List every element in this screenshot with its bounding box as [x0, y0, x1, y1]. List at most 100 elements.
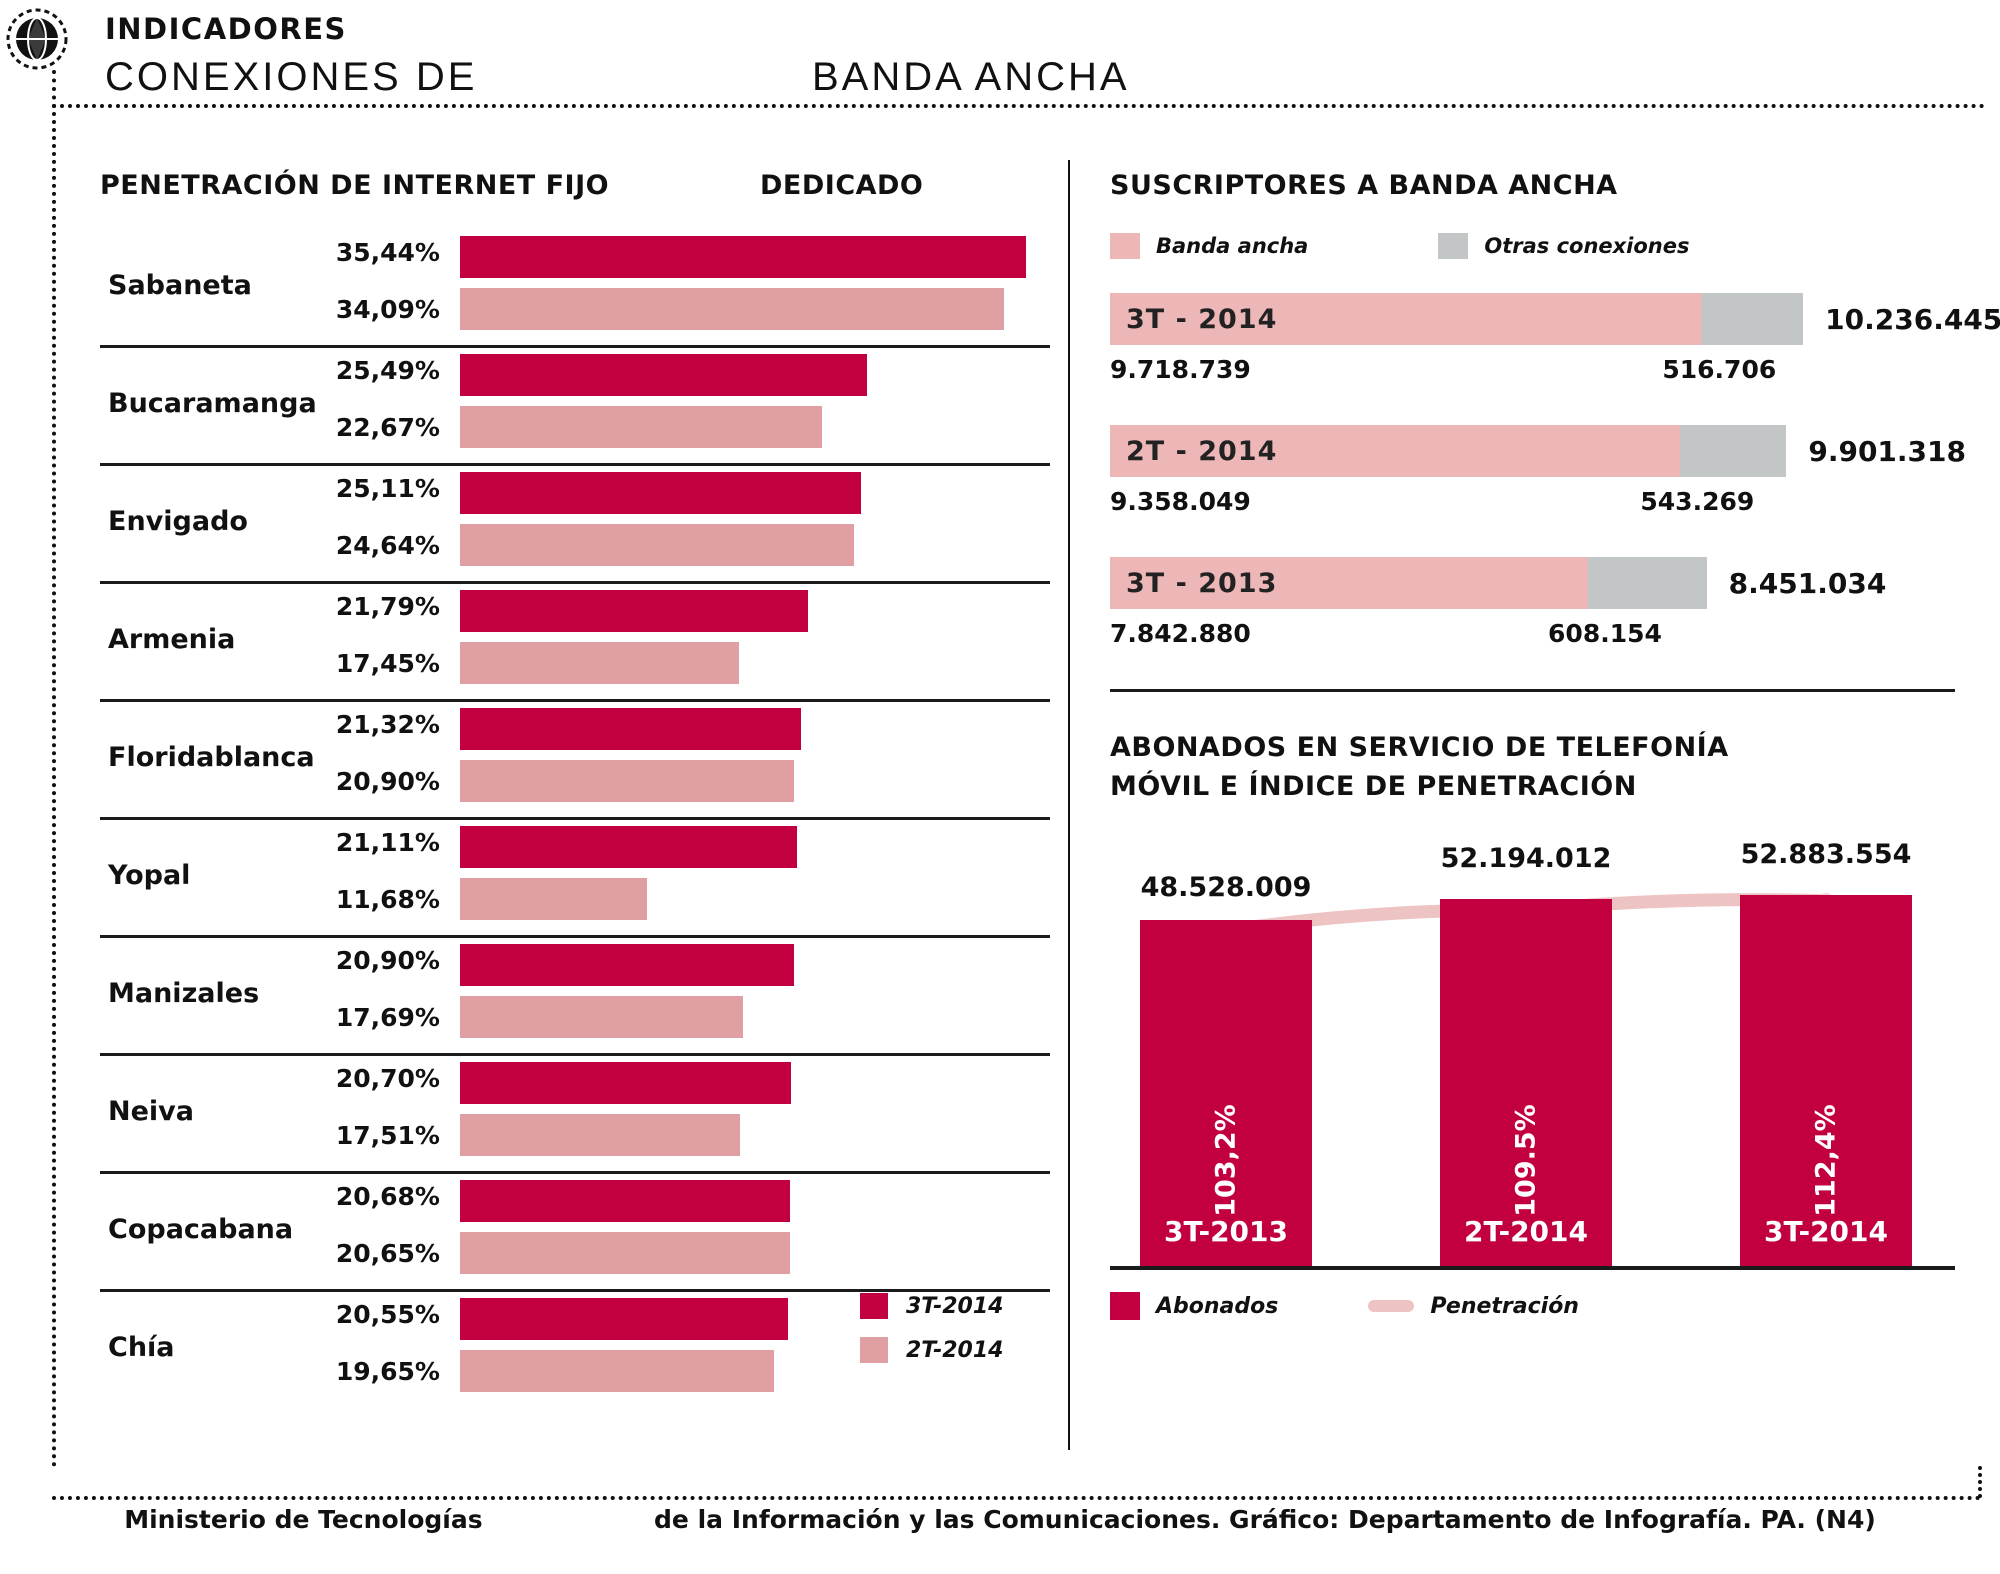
city-label: Envigado	[108, 506, 248, 537]
penetration-value: 109.5%	[1510, 1104, 1542, 1218]
segment-otras-conexiones	[1588, 557, 1707, 609]
city-label: Neiva	[108, 1096, 194, 1127]
bar-group	[460, 230, 1040, 345]
period-label: 3T - 2013	[1126, 568, 1278, 599]
bar-2t-2014	[460, 642, 739, 684]
left-panel: PENETRACIÓN DE INTERNET FIJO DEDICADO Sa…	[100, 170, 1050, 1392]
table-row: Copacabana 20,68% 20,65%	[100, 1174, 1050, 1292]
table-row: Yopal 21,11% 11,68%	[100, 820, 1050, 938]
segment-banda-ancha	[1110, 557, 1589, 609]
bar-group	[460, 1292, 1040, 1407]
stacked-bar-row: 3T - 2013 8.451.034 7.842.880 608.154	[1110, 557, 1980, 655]
column-divider	[1068, 160, 1070, 1450]
stacked-bar-row: 2T - 2014 9.901.318 9.358.049 543.269	[1110, 425, 1980, 523]
table-row: Sabaneta 35,44% 34,09%	[100, 230, 1050, 348]
page-title-part2: BANDA ANCHA	[812, 55, 1130, 99]
legend-label-abonados: Abonados	[1156, 1293, 1279, 1319]
bar-2t-2014	[460, 524, 854, 566]
legend-label-penetracion: Penetración	[1430, 1293, 1579, 1319]
bar-3t-2014	[460, 354, 868, 396]
sublabel-otras-conexiones: 543.269	[1640, 487, 1755, 516]
bar-group	[460, 584, 1040, 699]
bar-group	[460, 820, 1040, 935]
legend-swatch-banda-ancha	[1110, 233, 1140, 259]
dashed-frame-right	[1978, 1466, 1982, 1498]
sublabel-banda-ancha: 9.718.739	[1110, 355, 1251, 384]
abonados-column-chart: 103,2% 3T-2013 48.528.009 109.5% 2T-2014 52.1…	[1110, 830, 1955, 1271]
city-label: Floridablanca	[108, 742, 315, 773]
table-row: Armenia 21,79% 17,45%	[100, 584, 1050, 702]
chart-axis	[1110, 1266, 1955, 1271]
period-label: 3T - 2014	[1126, 304, 1278, 335]
column-period-label: 3T-2014	[1763, 1215, 1889, 1249]
value-3t-2014: 20,90%	[335, 946, 440, 975]
right-bottom-title-line1: ABONADOS EN SERVICIO DE TELEFONÍA	[1110, 732, 1729, 763]
city-label: Armenia	[108, 624, 236, 655]
penetration-value: 103,2%	[1210, 1104, 1242, 1218]
bar-2t-2014	[460, 1350, 774, 1392]
value-2t-2014: 34,09%	[335, 295, 440, 324]
total-label: 9.901.318	[1808, 435, 1966, 468]
bar-3t-2014	[460, 1180, 791, 1222]
value-2t-2014: 22,67%	[335, 413, 440, 442]
value-3t-2014: 35,44%	[335, 238, 440, 267]
value-2t-2014: 17,45%	[335, 649, 440, 678]
right-bottom-title: ABONADOS EN SERVICIO DE TELEFONÍA MÓVIL …	[1110, 728, 1980, 806]
table-row: Manizales 20,90% 17,69%	[100, 938, 1050, 1056]
city-label: Sabaneta	[108, 270, 252, 301]
table-row: Envigado 25,11% 24,64%	[100, 466, 1050, 584]
legend-swatch-otras-conexiones	[1438, 233, 1469, 259]
table-row: Neiva 20,70% 17,51%	[100, 1056, 1050, 1174]
bar-group	[460, 466, 1040, 581]
value-2t-2014: 17,51%	[335, 1121, 440, 1150]
frame-stub	[52, 70, 56, 108]
bar-3t-2014	[460, 944, 794, 986]
bar-group	[460, 1174, 1040, 1289]
column-value-label: 48.528.009	[1140, 872, 1312, 904]
sublabel-otras-conexiones: 516.706	[1662, 355, 1777, 384]
bar-3t-2014	[460, 1298, 789, 1340]
value-3t-2014: 25,49%	[335, 356, 440, 385]
bar-3t-2014	[460, 590, 809, 632]
column-bar: 112,4% 3T-2014	[1740, 894, 1912, 1267]
bar-group	[460, 702, 1040, 817]
legend-label-otras-conexiones: Otras conexiones	[1484, 234, 1690, 258]
left-panel-legend: 3T-2014 2T-2014	[860, 1293, 1003, 1381]
legend-item: 2T-2014	[860, 1337, 1003, 1363]
value-3t-2014: 20,55%	[335, 1300, 440, 1329]
column-bar: 109.5% 2T-2014	[1440, 898, 1612, 1267]
segment-banda-ancha	[1110, 425, 1681, 477]
legend-line-penetracion	[1368, 1300, 1415, 1313]
bar-group	[460, 938, 1040, 1053]
bar-group	[460, 348, 1040, 463]
right-panel: SUSCRIPTORES A BANDA ANCHA Banda ancha O…	[1110, 170, 2000, 1321]
right-bottom-title-line2: MÓVIL E ÍNDICE DE PENETRACIÓN	[1110, 771, 1637, 803]
legend-item: 3T-2014	[860, 1293, 1003, 1319]
period-label: 2T - 2014	[1126, 436, 1278, 467]
total-label: 10.236.445	[1825, 303, 2000, 336]
legend-swatch-abonados	[1110, 1292, 1140, 1321]
value-2t-2014: 24,64%	[335, 531, 440, 560]
page-title-part1: CONEXIONES DE	[105, 55, 478, 99]
gear-globe-icon	[6, 8, 68, 70]
segment-otras-conexiones	[1680, 425, 1787, 477]
right-top-title: SUSCRIPTORES A BANDA ANCHA	[1110, 170, 1618, 201]
legend-swatch-3t-2014	[860, 1293, 888, 1319]
bar-3t-2014	[460, 472, 862, 514]
right-bottom-legend: Abonados Penetración	[1110, 1292, 1980, 1321]
sublabel-banda-ancha: 9.358.049	[1110, 487, 1251, 516]
footer-part2: de la Información y las Comunicaciones. …	[654, 1505, 1876, 1534]
city-label: Yopal	[108, 860, 191, 891]
footer: Ministerio de Tecnologías de la Informac…	[0, 1505, 2000, 1534]
bar-3t-2014	[460, 236, 1027, 278]
stacked-track: 3T - 2013 8.451.034	[1110, 557, 1980, 609]
column-value-label: 52.883.554	[1740, 838, 1912, 870]
left-panel-title: PENETRACIÓN DE INTERNET FIJO	[100, 170, 610, 201]
value-2t-2014: 17,69%	[335, 1003, 440, 1032]
bar-3t-2014	[460, 708, 801, 750]
column-value-label: 52.194.012	[1440, 842, 1612, 874]
city-label: Copacabana	[108, 1214, 294, 1245]
bar-2t-2014	[460, 760, 794, 802]
segment-otras-conexiones	[1702, 293, 1804, 345]
